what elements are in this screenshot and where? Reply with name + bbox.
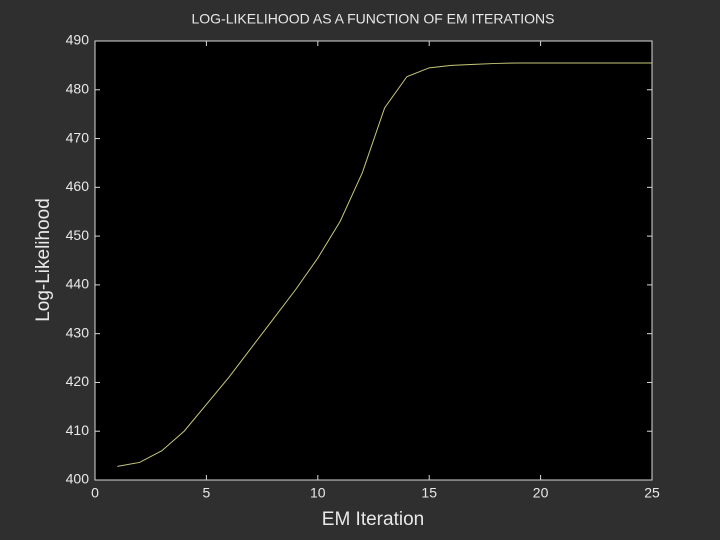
plot-area [94, 40, 653, 481]
y-tick-label: 460 [66, 178, 90, 194]
y-tick-label: 440 [66, 276, 90, 292]
y-tick-label: 450 [66, 227, 90, 243]
y-tick-label: 480 [66, 80, 90, 96]
y-tick-label: 400 [66, 471, 90, 487]
x-tick-label: 25 [644, 485, 660, 501]
y-tick-label: 420 [66, 373, 90, 389]
y-tick-label: 430 [66, 324, 90, 340]
y-tick-label: 470 [66, 129, 90, 145]
y-axis-label: Log-Likelihood [33, 198, 54, 322]
chart-title: LOG-LIKELIHOOD AS A FUNCTION OF EM ITERA… [191, 11, 554, 27]
x-tick-label: 5 [203, 485, 211, 501]
x-tick-label: 10 [310, 485, 326, 501]
x-tick-label: 0 [91, 485, 99, 501]
y-tick-label: 410 [66, 422, 90, 438]
data-line [117, 62, 652, 467]
x-tick-label: 20 [533, 485, 549, 501]
x-axis-label: EM Iteration [322, 509, 424, 530]
x-tick-label: 15 [421, 485, 437, 501]
y-tick-label: 490 [66, 32, 90, 48]
